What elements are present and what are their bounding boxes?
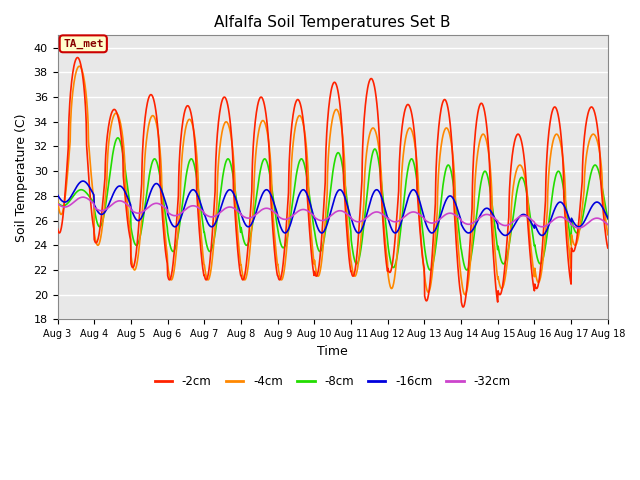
Y-axis label: Soil Temperature (C): Soil Temperature (C) bbox=[15, 113, 28, 241]
Text: TA_met: TA_met bbox=[63, 39, 104, 49]
X-axis label: Time: Time bbox=[317, 345, 348, 358]
Title: Alfalfa Soil Temperatures Set B: Alfalfa Soil Temperatures Set B bbox=[214, 15, 451, 30]
Legend: -2cm, -4cm, -8cm, -16cm, -32cm: -2cm, -4cm, -8cm, -16cm, -32cm bbox=[150, 371, 515, 393]
